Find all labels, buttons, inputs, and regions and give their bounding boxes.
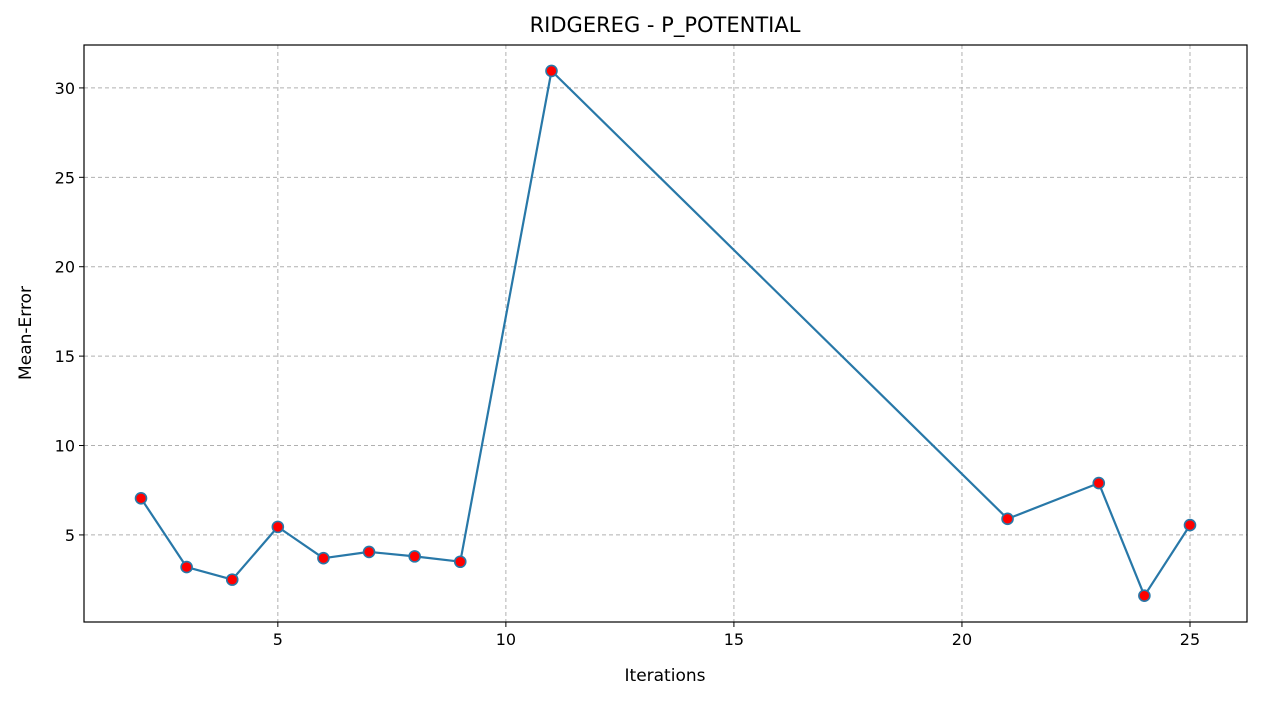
data-point-marker xyxy=(408,550,421,563)
data-point-marker xyxy=(271,520,285,534)
y-tick-label: 5 xyxy=(65,526,75,545)
y-axis-label: Mean-Error xyxy=(16,286,36,380)
y-tick-label: 30 xyxy=(55,79,75,98)
data-point-marker xyxy=(1001,512,1014,526)
series-line xyxy=(140,69,1191,597)
grid-lines xyxy=(84,45,1247,622)
data-point-marker xyxy=(1183,518,1197,532)
x-axis-label: Iterations xyxy=(625,666,706,686)
x-tick-label: 15 xyxy=(724,630,744,649)
x-tick-label: 10 xyxy=(496,630,516,649)
data-point-marker xyxy=(453,555,467,569)
data-point-marker xyxy=(317,551,330,565)
data-point-marker xyxy=(225,573,239,586)
x-tick-label: 5 xyxy=(273,630,283,649)
data-point-marker xyxy=(180,560,193,574)
x-tick-label: 25 xyxy=(1180,630,1200,649)
y-tick-label: 10 xyxy=(55,437,75,456)
x-tick-label: 20 xyxy=(952,630,972,649)
axis-ticks: 5 10 15 20 25 5 10 15 20 25 30 xyxy=(55,79,1201,649)
y-tick-label: 15 xyxy=(55,347,75,366)
data-point-marker xyxy=(1092,476,1106,490)
chart-title: RIDGEREG - P_POTENTIAL xyxy=(530,13,801,38)
y-tick-label: 20 xyxy=(55,258,75,277)
data-point-marker xyxy=(545,64,558,78)
data-point-marker xyxy=(1138,589,1151,603)
y-tick-label: 25 xyxy=(55,168,75,187)
data-point-marker xyxy=(134,491,148,505)
data-point-marker xyxy=(362,545,376,559)
plot-area-frame xyxy=(83,44,1248,623)
data-markers xyxy=(134,64,1197,603)
